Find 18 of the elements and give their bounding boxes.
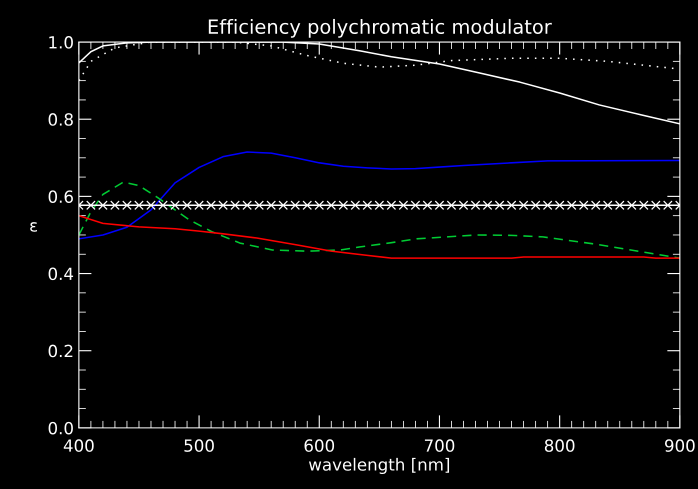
- x-tick-label: 500: [184, 439, 214, 452]
- x-tick-label: 900: [664, 439, 695, 452]
- x-tick-label: 700: [424, 439, 454, 452]
- y-tick-label: 1.0: [49, 36, 73, 49]
- line-series: [78, 181, 680, 259]
- y-tick-label: 0.8: [48, 113, 73, 126]
- y-tick-label: 0.4: [48, 268, 74, 280]
- x-tick-label: 600: [304, 439, 334, 452]
- y-tick-label: 0.0: [48, 422, 73, 434]
- chart-title: Efficiency polychromatic modulator: [208, 18, 552, 38]
- y-tick-label: 0.6: [48, 190, 73, 203]
- y-tick-label: 0.2: [48, 344, 72, 358]
- line-series: [78, 151, 680, 240]
- x-tick-label: 800: [544, 439, 574, 452]
- x-axis-title: wavelength [nm]: [308, 458, 450, 474]
- line-series: [78, 214, 680, 259]
- y-axis-title: ε: [30, 222, 37, 232]
- x-tick-label: 400: [64, 439, 94, 452]
